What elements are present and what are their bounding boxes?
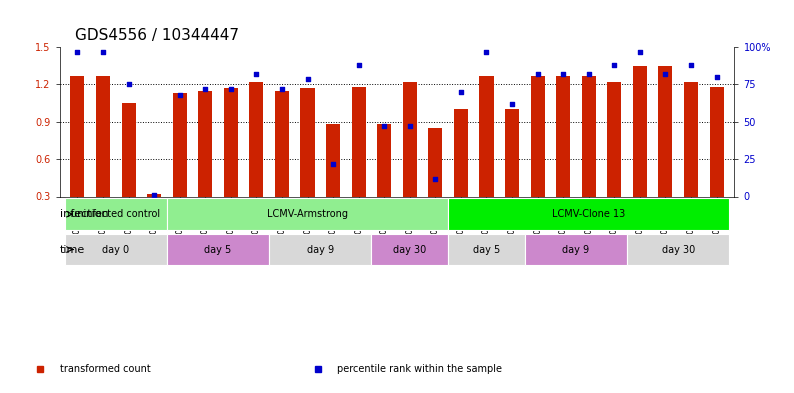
Bar xyxy=(172,93,187,196)
Point xyxy=(659,71,672,77)
Point xyxy=(71,48,84,55)
Bar xyxy=(269,233,372,266)
Bar xyxy=(556,76,570,196)
Text: infection: infection xyxy=(60,209,109,219)
Point xyxy=(97,48,110,55)
Bar xyxy=(147,194,161,196)
Bar xyxy=(505,109,519,196)
Bar xyxy=(428,128,442,196)
Text: transformed count: transformed count xyxy=(60,364,150,375)
Text: day 5: day 5 xyxy=(473,244,500,255)
Bar xyxy=(275,91,289,196)
Text: day 0: day 0 xyxy=(102,244,129,255)
Bar xyxy=(633,66,647,196)
Text: day 9: day 9 xyxy=(306,244,333,255)
Point xyxy=(480,48,493,55)
Point xyxy=(353,62,365,68)
Text: LCMV-Clone 13: LCMV-Clone 13 xyxy=(552,209,626,219)
Bar xyxy=(167,198,448,230)
Point xyxy=(429,175,441,182)
Point xyxy=(327,160,340,167)
Bar xyxy=(96,76,110,196)
Bar xyxy=(448,233,525,266)
Bar xyxy=(167,233,269,266)
Point xyxy=(199,86,212,92)
Bar xyxy=(530,76,545,196)
Point xyxy=(634,48,646,55)
Point xyxy=(250,71,263,77)
Bar xyxy=(372,233,448,266)
Point xyxy=(710,74,723,80)
Bar xyxy=(710,87,723,196)
Bar xyxy=(326,124,340,196)
Bar xyxy=(480,76,494,196)
Bar xyxy=(454,109,468,196)
Bar xyxy=(121,103,136,196)
Point xyxy=(684,62,697,68)
Bar xyxy=(300,88,314,196)
Point xyxy=(403,123,416,129)
Text: day 9: day 9 xyxy=(562,244,589,255)
Point xyxy=(173,92,186,98)
Bar xyxy=(377,124,391,196)
Text: day 5: day 5 xyxy=(204,244,232,255)
Point xyxy=(122,81,135,88)
Bar xyxy=(403,82,417,196)
Point xyxy=(531,71,544,77)
Point xyxy=(148,192,160,198)
Point xyxy=(557,71,569,77)
Text: GDS4556 / 10344447: GDS4556 / 10344447 xyxy=(75,28,240,43)
Bar xyxy=(627,233,730,266)
Bar xyxy=(71,76,84,196)
Point xyxy=(378,123,391,129)
Bar xyxy=(658,66,673,196)
Bar xyxy=(249,82,264,196)
Text: time: time xyxy=(60,244,85,255)
Text: uninfected control: uninfected control xyxy=(71,209,160,219)
Point xyxy=(276,86,288,92)
Point xyxy=(301,75,314,82)
Point xyxy=(225,86,237,92)
Text: LCMV-Armstrong: LCMV-Armstrong xyxy=(267,209,348,219)
Bar xyxy=(684,82,698,196)
Text: day 30: day 30 xyxy=(661,244,695,255)
Bar xyxy=(448,198,730,230)
Bar xyxy=(607,82,622,196)
Bar xyxy=(352,87,366,196)
Bar xyxy=(64,233,167,266)
Point xyxy=(454,89,467,95)
Bar xyxy=(198,91,212,196)
Bar xyxy=(525,233,627,266)
Text: day 30: day 30 xyxy=(393,244,426,255)
Bar xyxy=(224,88,238,196)
Bar xyxy=(582,76,596,196)
Text: percentile rank within the sample: percentile rank within the sample xyxy=(337,364,503,375)
Bar xyxy=(64,198,167,230)
Point xyxy=(582,71,595,77)
Point xyxy=(506,101,518,107)
Point xyxy=(608,62,621,68)
